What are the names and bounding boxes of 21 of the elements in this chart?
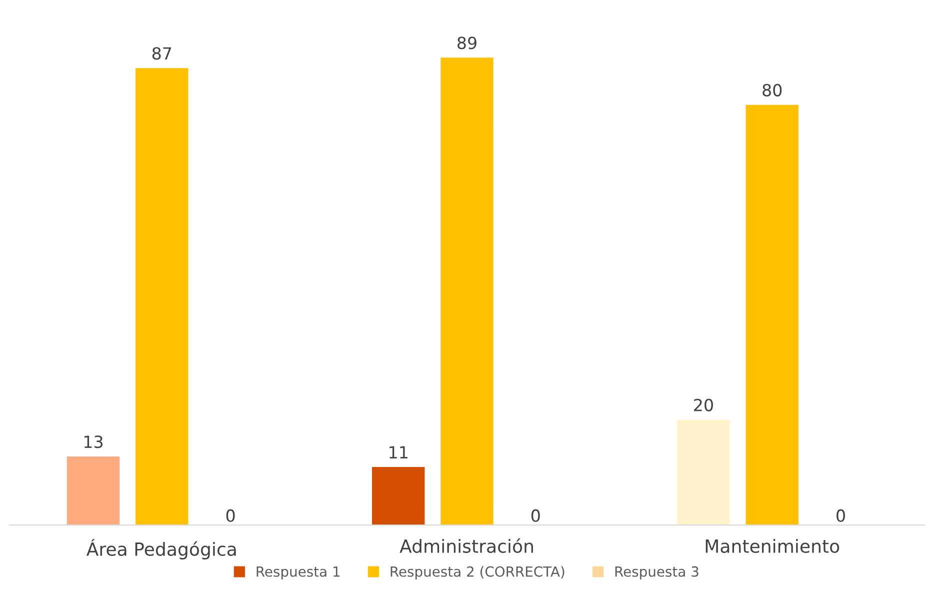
- data-label: 80: [762, 84, 782, 96]
- data-label: 87: [152, 47, 172, 60]
- legend-label: Respuesta 3: [615, 566, 698, 580]
- data-label: 0: [836, 509, 845, 522]
- legend-label: Respuesta 2 (CORRECTA): [390, 566, 564, 580]
- data-label: 0: [226, 509, 235, 522]
- bar: [372, 466, 425, 526]
- data-label: 11: [390, 446, 408, 458]
- x-tick-label: Mantenimiento: [706, 538, 840, 553]
- legend-label: Respuesta 1: [256, 566, 340, 580]
- x-tick-label: Área Pedagógica: [86, 538, 236, 560]
- bar: [677, 420, 730, 526]
- x-tick-label: Administración: [400, 538, 533, 553]
- data-label: 20: [694, 398, 713, 412]
- data-label: 13: [84, 435, 103, 448]
- data-label: 89: [458, 36, 476, 50]
- data-label: 0: [531, 509, 540, 522]
- bar: [66, 456, 120, 526]
- bar: [746, 104, 798, 526]
- bar: [440, 58, 494, 526]
- bar: [136, 68, 188, 526]
